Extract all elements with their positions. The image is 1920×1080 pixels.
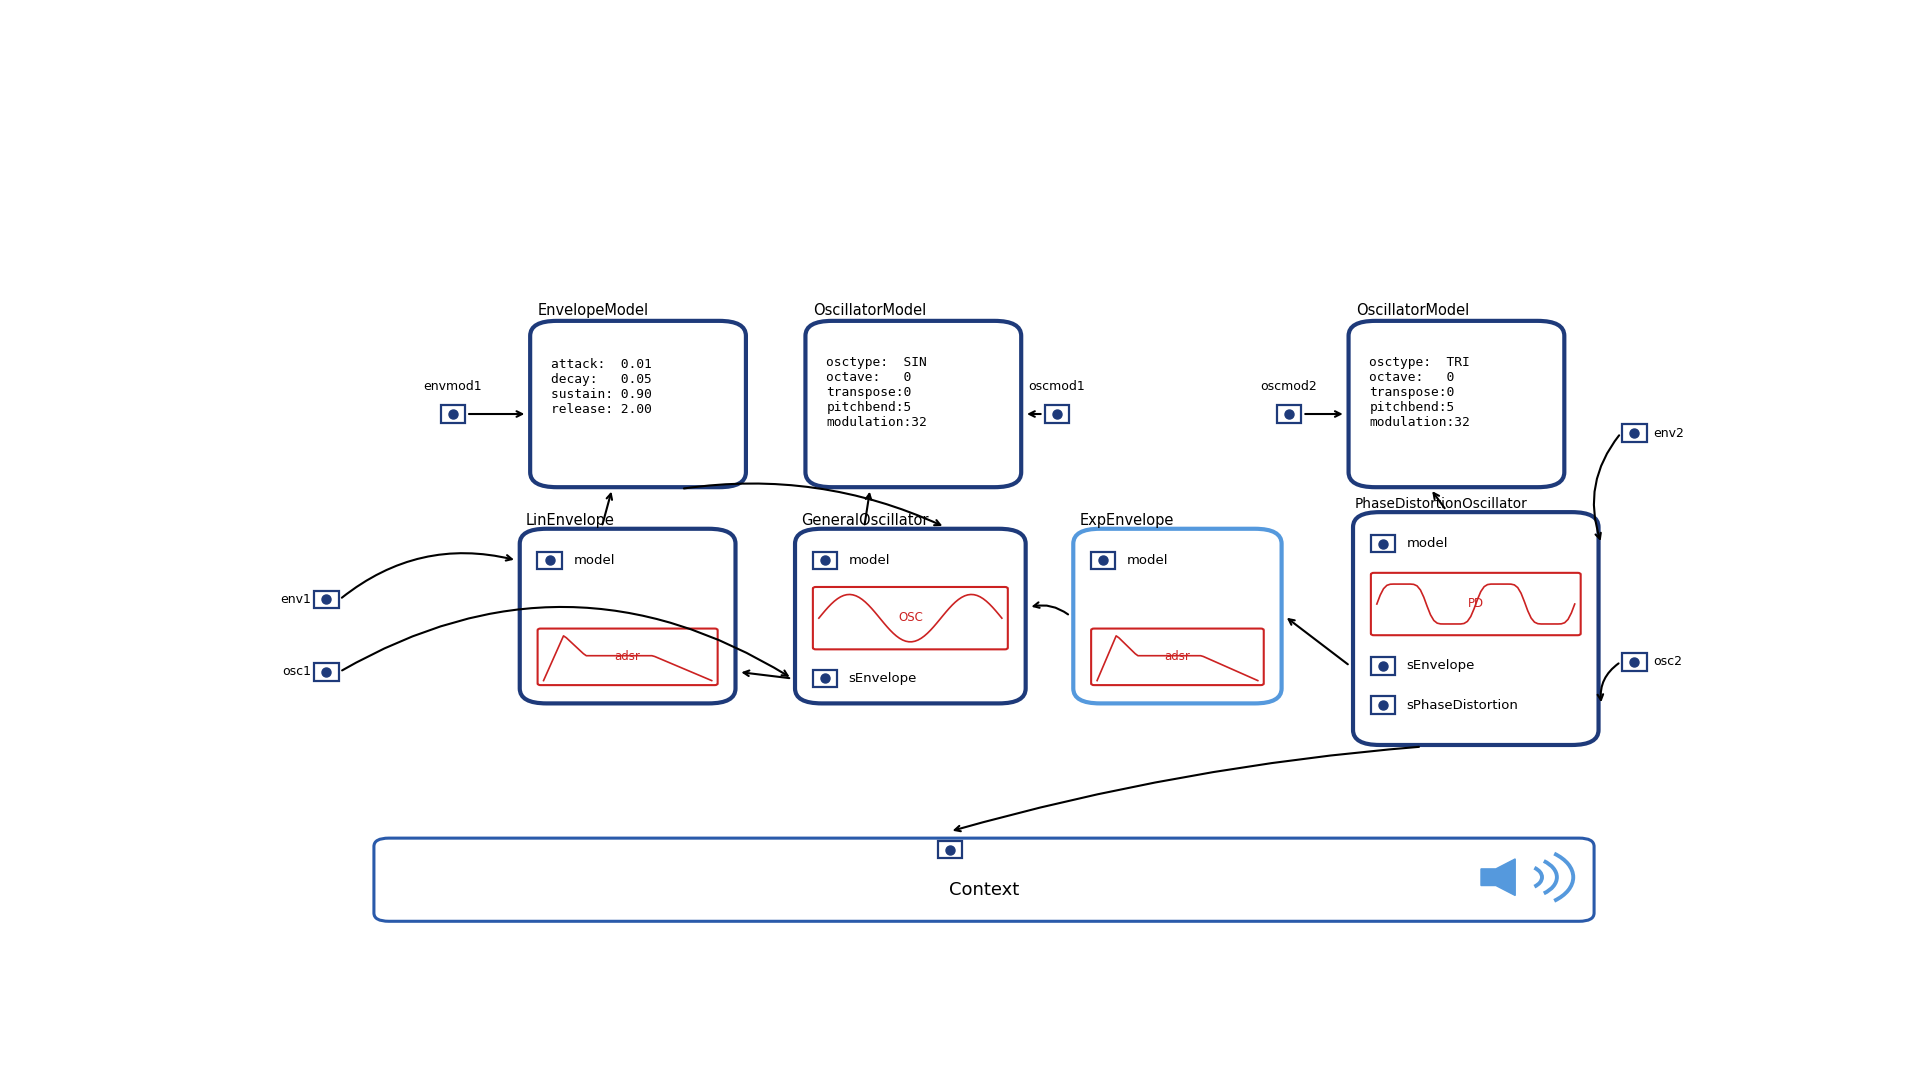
Text: model: model <box>1127 554 1169 567</box>
Polygon shape <box>1480 859 1515 895</box>
Text: OSC: OSC <box>899 611 924 624</box>
Text: sEnvelope: sEnvelope <box>1407 660 1475 673</box>
FancyBboxPatch shape <box>1622 424 1647 442</box>
Text: oscmod2: oscmod2 <box>1261 380 1317 393</box>
FancyBboxPatch shape <box>795 529 1025 703</box>
Text: ExpEnvelope: ExpEnvelope <box>1079 513 1173 528</box>
FancyBboxPatch shape <box>538 552 563 569</box>
FancyBboxPatch shape <box>1622 653 1647 671</box>
Text: model: model <box>1407 537 1448 550</box>
FancyBboxPatch shape <box>1091 552 1116 569</box>
Text: sEnvelope: sEnvelope <box>849 672 918 685</box>
Text: osc2: osc2 <box>1653 656 1682 669</box>
Text: OscillatorModel: OscillatorModel <box>1356 303 1469 319</box>
Text: adsr: adsr <box>614 649 641 662</box>
FancyBboxPatch shape <box>1073 529 1283 703</box>
Text: model: model <box>849 554 891 567</box>
FancyBboxPatch shape <box>440 405 465 422</box>
Text: OscillatorModel: OscillatorModel <box>812 303 925 319</box>
Text: LinEnvelope: LinEnvelope <box>526 513 614 528</box>
FancyBboxPatch shape <box>806 321 1021 487</box>
FancyBboxPatch shape <box>812 670 837 687</box>
Text: attack:  0.01
decay:   0.05
sustain: 0.90
release: 2.00: attack: 0.01 decay: 0.05 sustain: 0.90 r… <box>551 359 651 417</box>
FancyBboxPatch shape <box>520 529 735 703</box>
FancyBboxPatch shape <box>1371 572 1580 635</box>
Text: PhaseDistortionOscillator: PhaseDistortionOscillator <box>1354 497 1526 511</box>
Text: EnvelopeModel: EnvelopeModel <box>538 303 649 319</box>
Text: osctype:  SIN
octave:   0
transpose:0
pitchbend:5
modulation:32: osctype: SIN octave: 0 transpose:0 pitch… <box>826 356 927 429</box>
Text: env1: env1 <box>280 593 311 606</box>
FancyBboxPatch shape <box>315 663 338 680</box>
FancyBboxPatch shape <box>1371 697 1396 714</box>
Text: osctype:  TRI
octave:   0
transpose:0
pitchbend:5
modulation:32: osctype: TRI octave: 0 transpose:0 pitch… <box>1369 356 1471 429</box>
Text: oscmod1: oscmod1 <box>1029 380 1085 393</box>
FancyBboxPatch shape <box>1354 512 1599 745</box>
FancyBboxPatch shape <box>374 838 1594 921</box>
Text: envmod1: envmod1 <box>424 380 482 393</box>
FancyBboxPatch shape <box>812 588 1008 649</box>
Text: env2: env2 <box>1653 427 1684 440</box>
Text: adsr: adsr <box>1165 649 1190 662</box>
FancyBboxPatch shape <box>937 841 962 859</box>
Text: sPhaseDistortion: sPhaseDistortion <box>1407 699 1519 712</box>
FancyBboxPatch shape <box>1371 658 1396 675</box>
FancyBboxPatch shape <box>538 629 718 685</box>
Text: PD: PD <box>1467 597 1484 610</box>
Text: Context: Context <box>948 880 1020 899</box>
FancyBboxPatch shape <box>1348 321 1565 487</box>
Text: GeneralOscillator: GeneralOscillator <box>801 513 929 528</box>
FancyBboxPatch shape <box>1277 405 1302 422</box>
FancyBboxPatch shape <box>315 591 338 608</box>
FancyBboxPatch shape <box>1371 535 1396 553</box>
FancyBboxPatch shape <box>1044 405 1069 422</box>
FancyBboxPatch shape <box>1091 629 1263 685</box>
Text: osc1: osc1 <box>282 665 311 678</box>
FancyBboxPatch shape <box>530 321 745 487</box>
FancyBboxPatch shape <box>812 552 837 569</box>
Text: model: model <box>574 554 614 567</box>
